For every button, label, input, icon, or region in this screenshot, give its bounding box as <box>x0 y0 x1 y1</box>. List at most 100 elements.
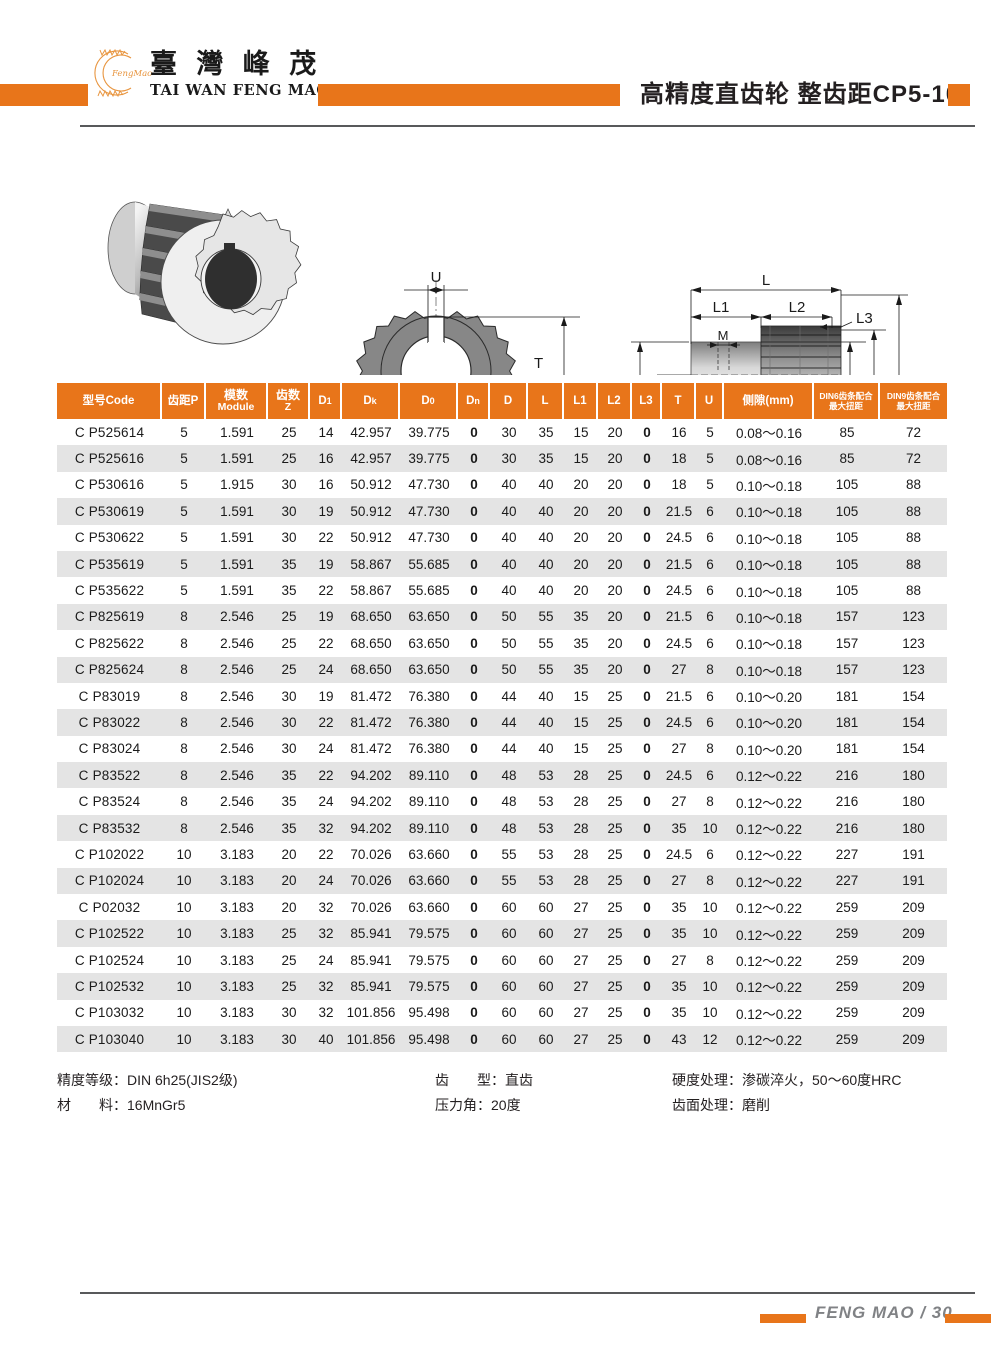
cell-din9: 154 <box>902 714 925 730</box>
cell-d0: 47.730 <box>408 530 450 546</box>
logo-mark-text: FengMao <box>111 69 152 79</box>
cell-din9: 180 <box>902 794 925 810</box>
cell-z: 30 <box>281 1031 297 1047</box>
cell-z: 25 <box>281 424 297 440</box>
cell-p: 5 <box>180 583 188 599</box>
cell-dk: 94.202 <box>350 820 392 836</box>
table-row: C P525616 5 1.591 25 16 42.957 39.775 0 30 35 15 20… <box>57 445 947 472</box>
cell-l2: 25 <box>607 978 623 994</box>
cell-dk: 81.472 <box>350 741 392 757</box>
table-row: C P525614 5 1.591 25 14 42.957 39.775 0 30 35 15 20… <box>57 419 947 446</box>
cell-dk: 50.912 <box>350 530 392 546</box>
cell-p: 8 <box>180 741 188 757</box>
cell-l2: 20 <box>607 556 623 572</box>
cell-d: 60 <box>501 978 517 994</box>
cell-backlash: 0.12～0.22 <box>735 769 803 785</box>
cell-d: 40 <box>501 583 517 599</box>
cell-code: C P530622 <box>74 530 145 546</box>
cell-u: 6 <box>706 688 714 704</box>
cell-l2: 20 <box>607 583 623 599</box>
cell-d: 60 <box>501 926 517 942</box>
cell-dn: 0 <box>470 899 478 915</box>
cell-backlash: 0.12～0.22 <box>735 848 803 864</box>
cell-module: 3.183 <box>220 978 254 994</box>
cell-module: 3.183 <box>220 1031 254 1047</box>
cell-l2: 25 <box>607 873 623 889</box>
col-header-din9: DIN9齿条配合 最大扭距 <box>880 383 947 419</box>
cell-d0: 63.660 <box>408 846 450 862</box>
cell-d1: 22 <box>318 635 334 651</box>
cell-p: 10 <box>176 952 192 968</box>
cell-l: 53 <box>538 846 554 862</box>
cell-d1: 24 <box>318 741 334 757</box>
specs-column-1: 精度等级：DIN 6h25(JIS2级) 材 料：16MnGr5 <box>57 1068 237 1118</box>
cell-code: C P83019 <box>78 688 141 704</box>
cell-z: 35 <box>281 820 297 836</box>
cell-backlash: 0.08～0.16 <box>735 452 803 468</box>
specs-column-2: 齿 型：直齿 压力角：20度 <box>435 1068 533 1118</box>
cell-d1: 22 <box>318 767 334 783</box>
cell-l3: 0 <box>643 424 651 440</box>
col-header-code: 型号Code <box>57 383 162 419</box>
cell-t: 35 <box>671 820 687 836</box>
spec-pressure-angle: 压力角：20度 <box>435 1097 521 1113</box>
cell-dk: 70.026 <box>350 899 392 915</box>
cell-d0: 63.650 <box>408 635 450 651</box>
cell-l3: 0 <box>643 503 651 519</box>
cell-din9: 180 <box>902 820 925 836</box>
cell-z: 35 <box>281 794 297 810</box>
cell-l3: 0 <box>643 635 651 651</box>
table-row: C P83532 8 2.546 35 32 94.202 89.110 0 48 53 28 25 0… <box>57 814 947 842</box>
cell-dk: 50.912 <box>350 477 392 493</box>
cell-module: 3.183 <box>220 1005 254 1021</box>
cell-module: 2.546 <box>220 688 254 704</box>
cell-module: 3.183 <box>220 926 254 942</box>
cell-p: 8 <box>180 635 188 651</box>
technical-drawings: U <box>0 130 1000 483</box>
table-row: C P83522 8 2.546 35 22 94.202 89.110 0 48 53 28 25 0… <box>57 762 947 789</box>
cell-l2: 25 <box>607 688 623 704</box>
cell-d: 44 <box>501 714 517 730</box>
cell-l: 60 <box>538 978 554 994</box>
cell-d1: 32 <box>318 978 334 994</box>
cell-z: 30 <box>281 714 297 730</box>
cell-l1: 28 <box>573 846 589 862</box>
cell-din6: 105 <box>835 503 859 519</box>
cell-code: C P83024 <box>78 741 141 757</box>
cell-l: 53 <box>538 873 554 889</box>
spec-material: 材 料：16MnGr5 <box>57 1097 186 1113</box>
cell-dn: 0 <box>470 451 478 467</box>
table-row: C P535622 5 1.591 35 22 58.867 55.685 0 40 40 20 20… <box>57 577 947 604</box>
cell-p: 8 <box>180 794 188 810</box>
cell-u: 10 <box>702 1005 718 1021</box>
cell-l1: 27 <box>573 978 589 994</box>
cell-dk: 68.650 <box>350 662 392 678</box>
page-title: 高精度直齿轮 整齿距CP5-10 <box>640 81 961 108</box>
col-header-l: L <box>528 383 564 419</box>
cell-l: 60 <box>538 1031 554 1047</box>
cell-backlash: 0.12～0.22 <box>735 1033 803 1049</box>
cell-l1: 35 <box>573 662 589 678</box>
cell-dk: 85.941 <box>350 926 392 942</box>
cell-din6: 227 <box>835 873 859 889</box>
cell-d1: 32 <box>318 926 334 942</box>
cell-u: 10 <box>702 926 718 942</box>
table-row: C P530616 5 1.915 30 16 50.912 47.730 0 40 40 20 20… <box>57 471 947 499</box>
cell-backlash: 0.10～0.18 <box>735 637 803 653</box>
cell-l: 40 <box>538 556 554 572</box>
cell-module: 2.546 <box>220 635 254 651</box>
cell-t: 24.5 <box>665 714 693 730</box>
cell-code: C P83022 <box>78 714 141 730</box>
cell-l3: 0 <box>643 714 651 730</box>
cell-din9: 209 <box>902 952 925 968</box>
cell-t: 21.5 <box>665 609 693 625</box>
table-row: C P530619 5 1.591 30 19 50.912 47.730 0 40 40 20 20… <box>57 498 947 525</box>
cell-p: 10 <box>176 926 192 942</box>
cell-l2: 20 <box>607 662 623 678</box>
col-header-dk: Dk <box>342 383 400 419</box>
cell-l1: 28 <box>573 820 589 836</box>
spec-table-wrap: 型号Code 齿距P 模数 Module 齿数 Z D1 Dk D0 Dn D L L1 L2 L3 T U 侧隙… <box>57 383 947 1053</box>
cell-d1: 40 <box>318 1031 334 1047</box>
table-row: C P83022 8 2.546 30 22 81.472 76.380 0 44 40 15 25 0… <box>57 709 947 736</box>
cell-backlash: 0.10～0.18 <box>735 478 803 494</box>
